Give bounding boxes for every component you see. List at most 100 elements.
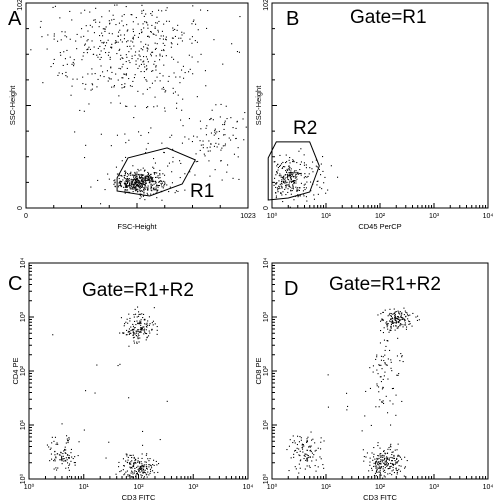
data-point bbox=[126, 455, 128, 457]
data-point bbox=[148, 178, 150, 180]
data-point bbox=[172, 37, 174, 39]
data-point bbox=[280, 182, 282, 184]
data-point bbox=[134, 180, 136, 182]
data-point bbox=[399, 323, 401, 325]
data-point bbox=[135, 60, 137, 62]
data-point bbox=[300, 174, 302, 176]
data-point bbox=[54, 450, 56, 452]
data-point bbox=[82, 76, 84, 78]
data-point bbox=[146, 187, 148, 189]
data-point bbox=[126, 329, 128, 331]
data-point bbox=[65, 449, 67, 451]
data-point bbox=[385, 345, 387, 347]
data-point bbox=[85, 25, 87, 27]
data-point bbox=[164, 183, 166, 185]
data-point bbox=[298, 448, 300, 450]
data-point bbox=[101, 16, 103, 18]
data-point bbox=[125, 74, 127, 76]
data-point bbox=[209, 119, 211, 121]
data-point bbox=[99, 21, 101, 23]
data-point bbox=[237, 147, 239, 149]
data-point bbox=[289, 206, 291, 208]
data-point bbox=[150, 470, 152, 472]
data-point bbox=[288, 175, 290, 177]
data-point bbox=[152, 470, 154, 472]
data-point bbox=[293, 440, 295, 442]
data-point bbox=[136, 316, 138, 318]
data-point bbox=[117, 79, 119, 81]
data-point bbox=[396, 471, 398, 473]
data-point bbox=[143, 192, 145, 194]
data-point bbox=[141, 313, 143, 315]
data-point bbox=[126, 453, 128, 455]
data-point bbox=[65, 71, 67, 73]
data-point bbox=[124, 186, 126, 188]
data-point bbox=[144, 331, 146, 333]
data-point bbox=[387, 468, 389, 470]
data-point bbox=[169, 186, 171, 188]
data-point bbox=[138, 323, 140, 325]
data-point bbox=[146, 107, 148, 109]
data-point bbox=[61, 31, 63, 33]
data-point bbox=[140, 468, 142, 470]
data-point bbox=[386, 462, 388, 464]
data-point bbox=[125, 156, 127, 158]
data-point bbox=[141, 176, 143, 178]
data-point bbox=[146, 58, 148, 60]
data-point bbox=[132, 174, 134, 176]
data-point bbox=[86, 40, 88, 42]
data-point bbox=[134, 308, 136, 310]
data-point bbox=[396, 473, 398, 475]
data-point bbox=[286, 176, 288, 178]
data-point bbox=[180, 119, 182, 121]
data-point bbox=[107, 80, 109, 82]
data-point bbox=[280, 174, 282, 176]
data-point bbox=[140, 41, 142, 43]
data-point bbox=[184, 136, 186, 138]
data-point bbox=[292, 159, 294, 161]
data-point bbox=[144, 199, 146, 201]
data-point bbox=[86, 52, 88, 54]
data-point bbox=[380, 320, 382, 322]
data-point bbox=[142, 61, 144, 63]
data-point bbox=[382, 400, 384, 402]
data-point bbox=[139, 191, 141, 193]
data-point bbox=[273, 184, 275, 186]
data-point bbox=[94, 19, 96, 21]
data-point bbox=[385, 464, 387, 466]
data-point bbox=[285, 194, 287, 196]
data-point bbox=[141, 4, 143, 6]
data-point bbox=[123, 186, 125, 188]
data-point bbox=[389, 320, 391, 322]
data-point bbox=[141, 174, 143, 176]
data-point bbox=[124, 83, 126, 85]
data-point bbox=[228, 137, 230, 139]
data-point bbox=[70, 460, 72, 462]
data-point bbox=[181, 109, 183, 111]
data-point bbox=[118, 31, 120, 33]
data-point bbox=[42, 82, 44, 84]
data-point bbox=[209, 175, 211, 177]
data-point bbox=[53, 38, 55, 40]
data-point bbox=[139, 337, 141, 339]
data-point bbox=[132, 191, 134, 193]
data-point bbox=[177, 43, 179, 45]
data-point bbox=[66, 459, 68, 461]
data-point bbox=[147, 35, 149, 37]
data-point bbox=[138, 189, 140, 191]
data-point bbox=[377, 461, 379, 463]
data-point bbox=[309, 167, 311, 169]
y-tick-label: 10⁴ bbox=[263, 258, 270, 269]
data-point bbox=[158, 9, 160, 11]
data-point bbox=[134, 178, 136, 180]
data-point bbox=[402, 326, 404, 328]
data-point bbox=[295, 180, 297, 182]
data-point bbox=[155, 182, 157, 184]
data-point bbox=[371, 469, 373, 471]
data-point bbox=[397, 470, 399, 472]
data-point bbox=[288, 169, 290, 171]
data-point bbox=[277, 169, 279, 171]
data-point bbox=[218, 138, 220, 140]
